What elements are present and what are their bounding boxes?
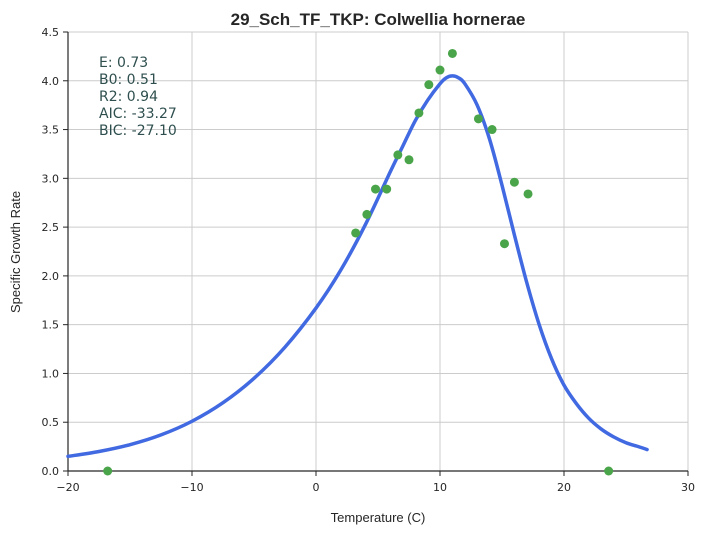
stat-line: B0: 0.51 — [99, 72, 158, 88]
stat-line: AIC: -33.27 — [99, 106, 177, 122]
y-tick-label: 4.5 — [42, 26, 60, 39]
data-point — [499, 239, 509, 249]
y-tick-label: 1.5 — [42, 319, 60, 332]
y-tick-label: 2.5 — [42, 221, 60, 234]
x-ticks: −20 −10 0 10 20 30 — [56, 471, 695, 494]
y-tick-label: 0.5 — [42, 416, 60, 429]
x-tick-label: 10 — [433, 481, 447, 494]
x-tick-label: 0 — [313, 481, 320, 494]
data-points — [103, 48, 614, 476]
data-point — [371, 184, 381, 194]
y-tick-label: 4.0 — [42, 75, 60, 88]
x-axis-label: Temperature (C) — [331, 510, 426, 525]
y-ticks: 0.0 0.5 1.0 1.5 2.0 2.5 3.0 3.5 4.0 4.5 — [42, 26, 68, 478]
data-point — [424, 80, 434, 90]
y-tick-label: 0.0 — [42, 465, 60, 478]
fit-curve — [66, 74, 649, 459]
y-axis-label: Specific Growth Rate — [8, 191, 23, 313]
x-tick-label: −10 — [180, 481, 203, 494]
stat-line: R2: 0.94 — [99, 89, 158, 105]
data-point — [103, 466, 113, 476]
data-point — [404, 155, 414, 165]
x-tick-label: 20 — [557, 481, 571, 494]
data-point — [351, 228, 361, 238]
data-point — [447, 48, 457, 58]
chart-title: 29_Sch_TF_TKP: Colwellia hornerae — [231, 10, 526, 29]
data-point — [523, 189, 533, 199]
data-point — [414, 108, 424, 118]
grid — [68, 31, 689, 471]
data-point — [362, 209, 372, 219]
axes-spines — [67, 32, 688, 472]
x-tick-label: 30 — [681, 481, 695, 494]
data-point — [435, 65, 445, 75]
stat-line: BIC: -27.10 — [99, 123, 177, 139]
y-tick-label: 2.0 — [42, 270, 60, 283]
data-point — [393, 150, 403, 160]
y-tick-label: 3.5 — [42, 124, 60, 137]
data-point — [604, 466, 614, 476]
data-point — [382, 184, 392, 194]
data-point — [509, 177, 519, 187]
y-tick-label: 1.0 — [42, 367, 60, 380]
x-tick-label: −20 — [56, 481, 79, 494]
data-point — [487, 125, 497, 135]
fit-curve-layer — [66, 74, 649, 459]
y-tick-label: 3.0 — [42, 172, 60, 185]
stat-line: E: 0.73 — [99, 55, 148, 71]
data-point — [473, 114, 483, 124]
